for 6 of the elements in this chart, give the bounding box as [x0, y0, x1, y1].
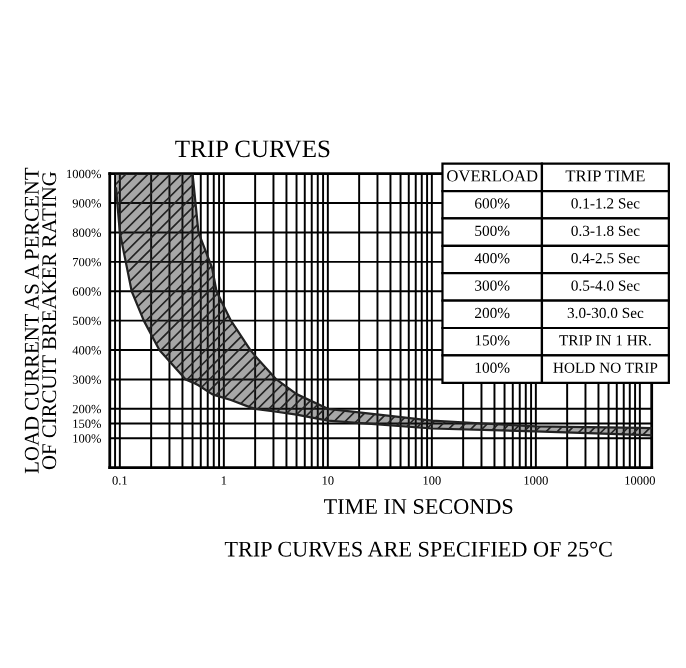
- annotation: TRIP TIME: [565, 170, 645, 182]
- chart-title: TRIP CURVES: [175, 140, 330, 158]
- annotation: OVERLOAD: [447, 170, 538, 182]
- y-axis-title: LOAD CURRENT AS A PERCENT OF CIRCUIT BREAKER RATING: [24, 167, 57, 474]
- text: TRIP CURVES ARE SPECIFIED OF 25°C: [224, 541, 612, 557]
- x-axis-title: TIME IN SECONDS: [324, 499, 513, 515]
